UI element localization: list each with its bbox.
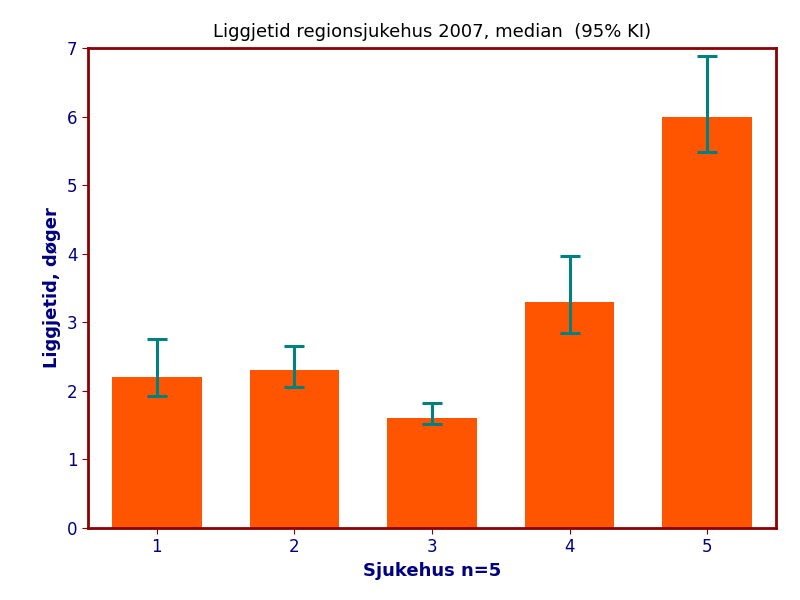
Bar — [387, 418, 477, 528]
Bar — [525, 302, 614, 528]
Y-axis label: Liggjetid, døger: Liggjetid, døger — [43, 208, 62, 368]
Bar — [662, 116, 752, 528]
Bar — [112, 377, 202, 528]
Bar — [250, 370, 339, 528]
Title: Liggjetid regionsjukehus 2007, median  (95% KI): Liggjetid regionsjukehus 2007, median (9… — [213, 23, 651, 41]
X-axis label: Sjukehus n=5: Sjukehus n=5 — [363, 562, 501, 580]
